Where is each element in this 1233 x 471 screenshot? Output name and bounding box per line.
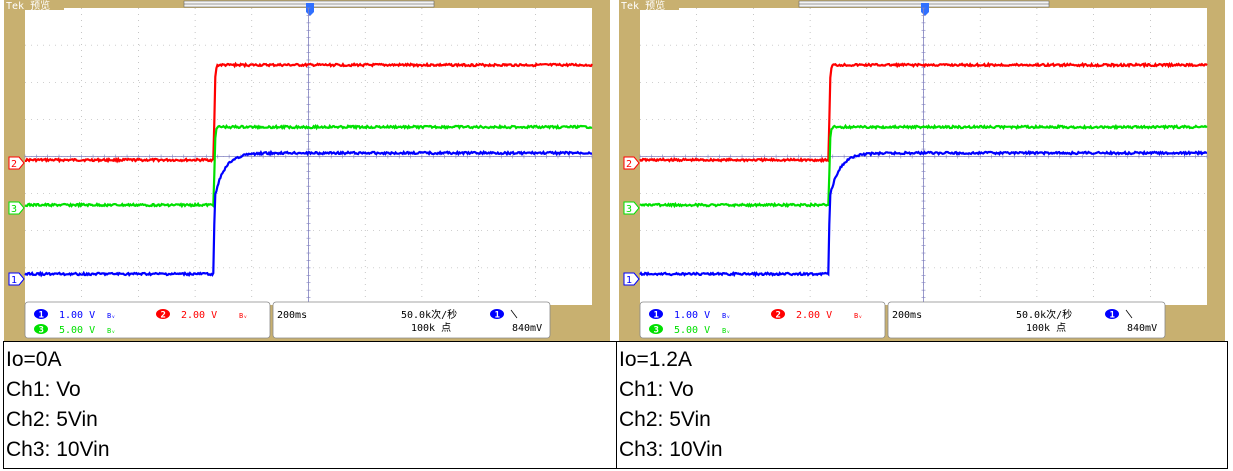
trigger-slope-icon	[510, 309, 518, 319]
ch3-ground-marker	[623, 201, 640, 215]
ch3-ground-marker-label: 3	[11, 204, 17, 215]
ch1-waveform	[24, 149, 593, 278]
oscilloscope-screen: Tek 预览 2 3 1 1 1.00 V Bᵥ 2 2.00 V Bᵥ 3 5.00 V Bᵥ 200m…	[4, 0, 610, 341]
timebase-status-panel	[887, 301, 1166, 339]
caption-right: Io=1.2A Ch1: Vo Ch2: 5Vin Ch3: 10Vin	[616, 341, 1228, 469]
brand-label: Tek 预览	[6, 0, 50, 12]
ch1-badge	[649, 309, 663, 319]
ch1-waveform	[639, 149, 1208, 278]
ch2-ground-marker-label: 2	[11, 159, 17, 170]
record-points: 100k 点	[411, 322, 451, 334]
ch1-scale: 1.00 V	[59, 310, 95, 321]
ch2-scale: 2.00 V	[181, 310, 217, 321]
ch2-bw-icon: Bᵥ	[854, 312, 862, 320]
scope-screenshot-right: Tek 预览 2 3 1 1 1.00 V Bᵥ 2 2.00 V Bᵥ 3 5.00 V Bᵥ 200m…	[619, 0, 1225, 341]
ch1-scale: 1.00 V	[674, 310, 710, 321]
timebase-value: 200ms	[277, 310, 307, 321]
caption-line-load: Io=0A	[6, 348, 62, 371]
caption-left: Io=0A Ch1: Vo Ch2: 5Vin Ch3: 10Vin	[3, 341, 617, 469]
ch3-scale: 5.00 V	[674, 325, 710, 336]
ch3-bw-icon: Bᵥ	[107, 327, 115, 335]
ch3-badge	[34, 324, 48, 334]
ch3-scale: 5.00 V	[59, 325, 95, 336]
ch2-badge-num: 2	[776, 311, 781, 321]
ch1-ground-marker	[8, 272, 25, 286]
ch3-bw-icon: Bᵥ	[722, 327, 730, 335]
caption-line-ch3: Ch3: 10Vin	[619, 438, 723, 461]
ch1-badge-num: 1	[654, 311, 659, 321]
ch2-badge	[156, 309, 170, 319]
caption-line-ch2: Ch2: 5Vin	[619, 408, 711, 431]
caption-line-ch3: Ch3: 10Vin	[6, 438, 110, 461]
trigger-level: 840mV	[512, 323, 542, 334]
ch2-ground-marker-label: 2	[626, 159, 632, 170]
trigger-source-badge-num: 1	[495, 311, 500, 321]
trigger-level: 840mV	[1127, 323, 1157, 334]
trigger-slope-icon	[1125, 309, 1133, 319]
timebase-value: 200ms	[892, 310, 922, 321]
ch1-bw-icon: Bᵥ	[107, 312, 115, 320]
brand-label: Tek 预览	[621, 0, 665, 12]
ch3-ground-marker	[8, 201, 25, 215]
ch3-ground-marker-label: 3	[626, 204, 632, 215]
ch2-bw-icon: Bᵥ	[239, 312, 247, 320]
ch1-ground-marker-label: 1	[626, 275, 632, 286]
ch2-ground-marker	[8, 156, 25, 170]
caption-line-ch1: Ch1: Vo	[619, 378, 694, 401]
ch3-badge	[649, 324, 663, 334]
caption-line-ch2: Ch2: 5Vin	[6, 408, 98, 431]
tek-label-bg	[619, 0, 679, 10]
tek-label-bg	[4, 0, 64, 10]
trigger-source-badge	[1105, 309, 1119, 319]
ch2-waveform	[639, 61, 1208, 164]
scope-screenshot-left: Tek 预览 2 3 1 1 1.00 V Bᵥ 2 2.00 V Bᵥ 3 5.00 V Bᵥ 200m…	[4, 0, 610, 341]
trigger-source-badge-num: 1	[1110, 311, 1115, 321]
ch1-ground-marker	[623, 272, 640, 286]
ch3-badge-num: 3	[39, 326, 44, 336]
ch2-badge	[771, 309, 785, 319]
ch1-badge	[34, 309, 48, 319]
timebase-status-panel	[272, 301, 551, 339]
ch1-ground-marker-label: 1	[11, 275, 17, 286]
ch2-waveform	[25, 61, 593, 164]
trigger-source-badge	[490, 309, 504, 319]
ch3-waveform	[639, 123, 1208, 209]
sample-rate: 50.0k次/秒	[1016, 308, 1072, 321]
channel-status-panel	[24, 301, 271, 339]
ch1-bw-icon: Bᵥ	[722, 312, 730, 320]
caption-line-ch1: Ch1: Vo	[6, 378, 81, 401]
trigger-position-marker	[306, 3, 314, 16]
ch1-badge-num: 1	[39, 311, 44, 321]
oscilloscope-screen: Tek 预览 2 3 1 1 1.00 V Bᵥ 2 2.00 V Bᵥ 3 5.00 V Bᵥ 200m…	[619, 0, 1225, 341]
sample-rate: 50.0k次/秒	[401, 308, 457, 321]
trigger-position-marker	[921, 3, 929, 16]
ch3-badge-num: 3	[654, 326, 659, 336]
ch3-waveform	[24, 123, 593, 209]
ch2-ground-marker	[623, 156, 640, 170]
ch2-scale: 2.00 V	[796, 310, 832, 321]
caption-line-load: Io=1.2A	[619, 348, 692, 371]
ch2-badge-num: 2	[161, 311, 166, 321]
channel-status-panel	[639, 301, 886, 339]
record-points: 100k 点	[1026, 322, 1066, 334]
